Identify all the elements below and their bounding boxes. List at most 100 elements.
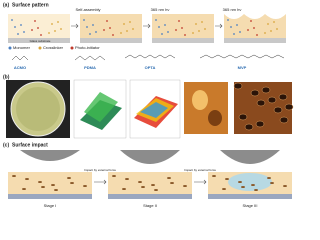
panel-label: (c): [3, 142, 9, 148]
particle: [54, 189, 58, 191]
particle: [112, 175, 116, 177]
molecule-dot: [256, 34, 258, 36]
afm-image: [184, 82, 228, 134]
arrow: [194, 179, 207, 185]
molecule-dot: [95, 31, 97, 33]
particle: [267, 177, 271, 179]
impact-note: Impact by external force: [184, 168, 216, 172]
stage-label: Stage I: [44, 203, 57, 208]
legend-marker: [8, 46, 12, 50]
molecule-dot: [103, 29, 105, 31]
molecule-dot: [31, 29, 33, 31]
patterned-surface: [224, 14, 286, 19]
molecule-dot: [126, 30, 128, 32]
arrow: [215, 23, 223, 29]
particle: [51, 184, 55, 186]
particle: [151, 184, 155, 186]
molecule-dot: [233, 33, 235, 35]
particle: [22, 188, 26, 190]
molecule-dot: [57, 21, 59, 23]
molecule-dot: [230, 26, 232, 28]
splash: [228, 173, 272, 191]
particle: [251, 184, 255, 186]
molecule-dot: [247, 29, 249, 31]
molecule-dot: [40, 34, 42, 36]
particle: [141, 186, 145, 188]
pore: [238, 113, 248, 121]
substrate: [224, 38, 286, 43]
molecule-dot: [132, 28, 134, 30]
molecule-dot: [20, 24, 22, 26]
molecule-dot: [276, 28, 278, 30]
pore: [278, 93, 288, 101]
substrate: [8, 194, 92, 199]
impact-stages: [8, 150, 292, 199]
molecule-dot: [86, 26, 88, 28]
particle: [38, 181, 42, 183]
molecule-dot: [112, 34, 114, 36]
particle: [154, 189, 158, 191]
molecule-dot: [273, 21, 275, 23]
surface-plot-body: [140, 102, 168, 118]
arrow: [94, 179, 107, 185]
molecule-dot: [158, 26, 160, 28]
molecule-dot: [11, 19, 13, 21]
molecule-dot: [155, 19, 157, 21]
molecule-structure: [199, 54, 285, 59]
step-label: 365 nm hν: [151, 7, 170, 12]
figure: (a) Surface pattern Self-assembly 365 nm…: [3, 2, 294, 209]
molecule-dot: [236, 24, 238, 26]
molecule-name: ACMO: [14, 65, 26, 70]
particle: [241, 186, 245, 188]
particle: [25, 178, 29, 180]
molecule-dot: [37, 27, 39, 29]
molecule-structure: [11, 55, 29, 61]
legend-marker: [70, 46, 74, 50]
molecule-dot: [201, 21, 203, 23]
pore: [273, 106, 283, 114]
molecule-dot: [167, 31, 169, 33]
afm-feature: [208, 110, 222, 126]
afm-pores: [233, 82, 294, 131]
molecule-dot: [34, 20, 36, 22]
molecule-name: OPTA: [145, 65, 156, 70]
molecule-dot: [204, 28, 206, 30]
particle: [41, 186, 45, 188]
step-label: Self-assembly: [75, 7, 100, 12]
particle: [70, 182, 74, 184]
molecule-dot: [120, 32, 122, 34]
arrow: [143, 23, 151, 29]
molecule-dot: [161, 33, 163, 35]
pore: [279, 116, 289, 124]
molecule-dot: [123, 23, 125, 25]
molecule-structure: [74, 55, 106, 61]
molecule-dot: [14, 26, 16, 28]
step-label: 365 nm hν: [223, 7, 242, 12]
afm-feature: [192, 90, 208, 110]
molecule-dot: [267, 23, 269, 25]
molecule-dot: [181, 27, 183, 29]
molecule-name: MVP: [238, 65, 247, 70]
molecule-dot: [129, 21, 131, 23]
molecule-dot: [83, 19, 85, 21]
molecule-dot: [175, 29, 177, 31]
particle: [254, 189, 258, 191]
particle: [212, 175, 216, 177]
particle: [222, 188, 226, 190]
molecule-structure: [124, 54, 176, 59]
particle: [170, 182, 174, 184]
pore: [284, 103, 294, 111]
impactor: [20, 150, 80, 161]
molecule-dot: [23, 31, 25, 33]
particle: [122, 188, 126, 190]
particle: [283, 185, 287, 187]
pore: [244, 123, 254, 131]
molecule-dot: [264, 32, 266, 34]
particle: [225, 178, 229, 180]
particle: [167, 177, 171, 179]
particle: [67, 177, 71, 179]
pattern-area: [16, 87, 60, 131]
molecule-dot: [184, 34, 186, 36]
molecule-name: PDMA: [84, 65, 96, 70]
pore: [233, 82, 243, 90]
